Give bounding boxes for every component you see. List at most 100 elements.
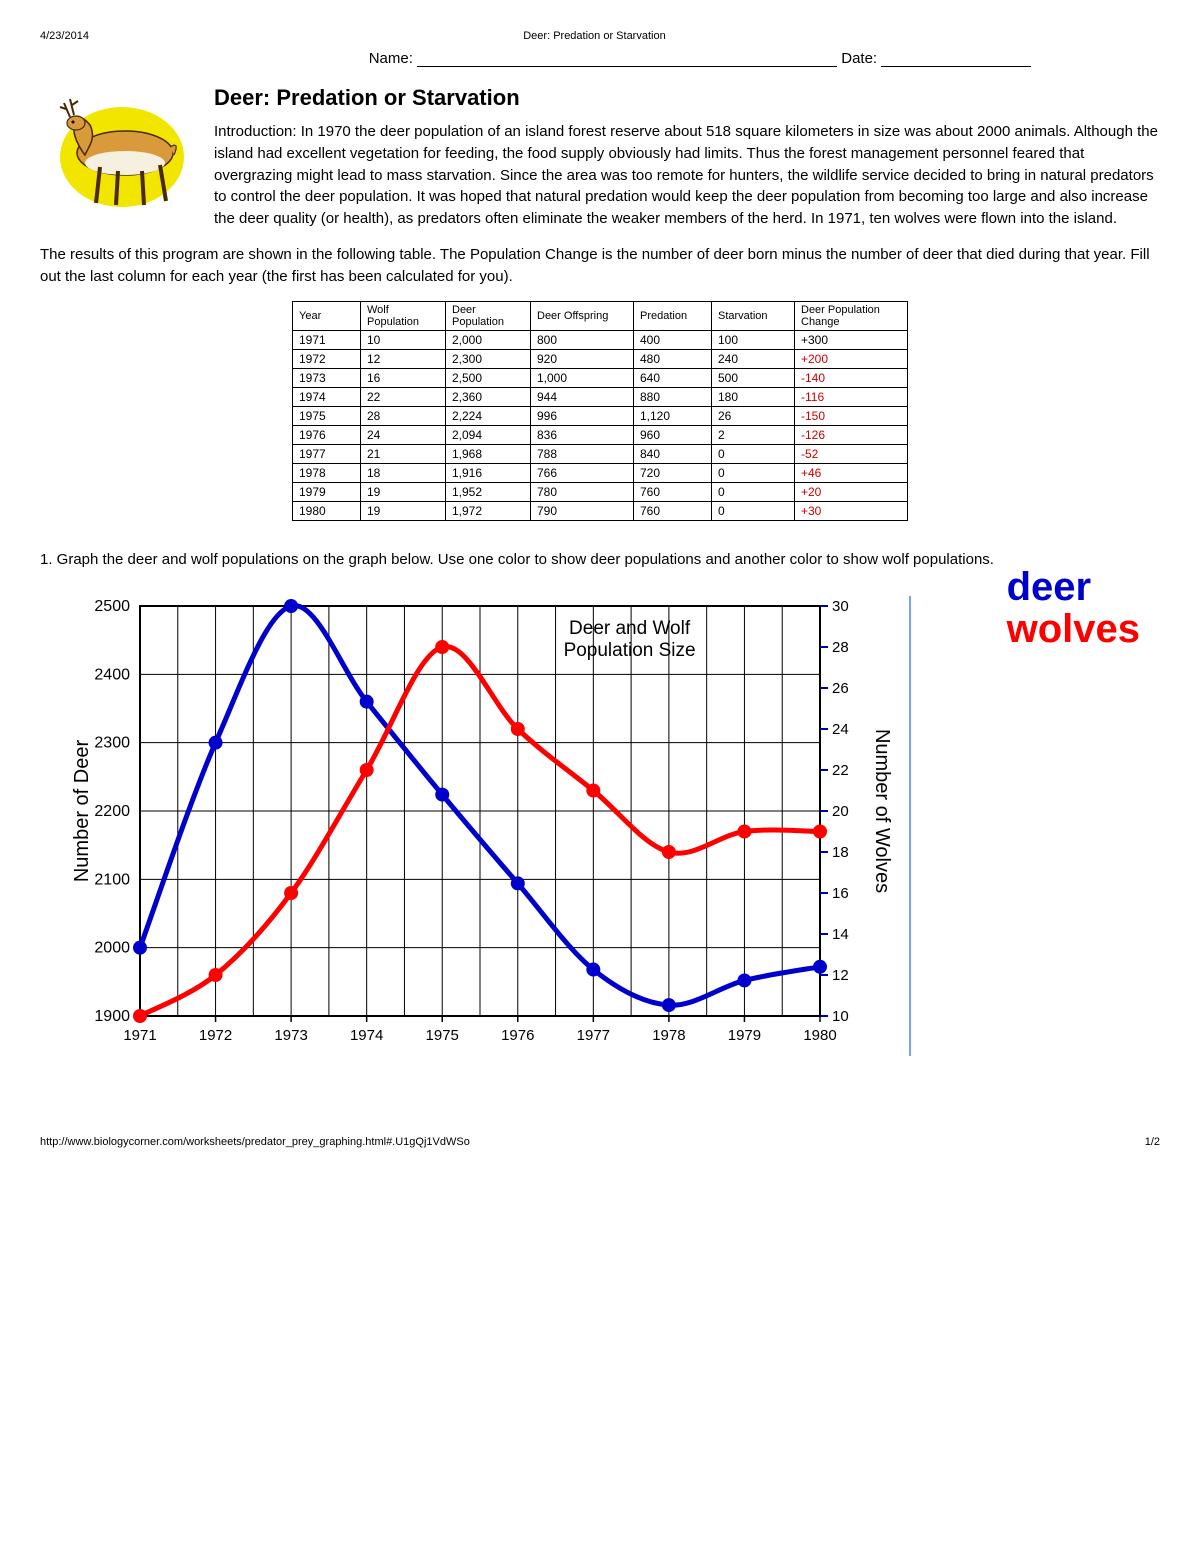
svg-text:2000: 2000 [94,940,130,957]
legend-wolves: wolves [1007,608,1140,650]
table-cell: 1,968 [446,445,531,464]
table-cell: 22 [361,388,446,407]
table-cell: 24 [361,426,446,445]
table-row: 1972122,300920480240+200 [293,350,908,369]
table-cell: +46 [795,464,908,483]
table-cell: 180 [712,388,795,407]
svg-text:30: 30 [832,598,849,615]
table-cell: 28 [361,407,446,426]
table-cell: 2,300 [446,350,531,369]
legend-deer: deer [1007,566,1140,608]
table-cell: 2,500 [446,369,531,388]
table-cell: 760 [634,502,712,521]
date-blank[interactable] [881,52,1031,67]
table-row: 1979191,9527807600+20 [293,483,908,502]
table-row: 1973162,5001,000640500-140 [293,369,908,388]
table-header: Year [293,302,361,331]
table-header: Deer Population Change [795,302,908,331]
name-date-line: Name: Date: [40,50,1160,67]
table-cell: 1978 [293,464,361,483]
svg-text:20: 20 [832,803,849,820]
svg-text:24: 24 [832,721,849,738]
date-label: Date: [841,50,877,67]
question-1: 1. Graph the deer and wolf populations o… [40,549,1160,570]
table-cell: 16 [361,369,446,388]
table-cell: 2,224 [446,407,531,426]
table-cell: +200 [795,350,908,369]
table-cell: -150 [795,407,908,426]
table-cell: 500 [712,369,795,388]
svg-text:2200: 2200 [94,803,130,820]
svg-text:1973: 1973 [274,1027,307,1044]
table-cell: 10 [361,331,446,350]
table-cell: 1,916 [446,464,531,483]
footer-url: http://www.biologycorner.com/worksheets/… [40,1136,470,1148]
print-date: 4/23/2014 [40,30,89,42]
table-cell: 760 [634,483,712,502]
table-cell: 996 [531,407,634,426]
svg-text:1971: 1971 [123,1027,156,1044]
table-cell: 1,120 [634,407,712,426]
table-cell: 1979 [293,483,361,502]
table-cell: -52 [795,445,908,464]
table-cell: -126 [795,426,908,445]
table-cell: 26 [712,407,795,426]
footer-page: 1/2 [1145,1136,1160,1148]
svg-text:1974: 1974 [350,1027,383,1044]
svg-text:14: 14 [832,926,849,943]
svg-text:2500: 2500 [94,598,130,615]
table-cell: +300 [795,331,908,350]
table-cell: 1,952 [446,483,531,502]
doc-title-small: Deer: Predation or Starvation [523,30,665,42]
table-cell: 788 [531,445,634,464]
svg-text:16: 16 [832,885,849,902]
table-cell: 944 [531,388,634,407]
svg-text:2400: 2400 [94,667,130,684]
table-cell: 18 [361,464,446,483]
table-row: 1971102,000800400100+300 [293,331,908,350]
table-row: 1980191,9727907600+30 [293,502,908,521]
table-cell: 880 [634,388,712,407]
table-header: Starvation [712,302,795,331]
table-cell: 1,972 [446,502,531,521]
spacer [1100,30,1160,42]
table-cell: 1974 [293,388,361,407]
svg-text:Number of Deer: Number of Deer [71,740,93,883]
table-cell: 0 [712,445,795,464]
table-cell: 21 [361,445,446,464]
svg-text:26: 26 [832,680,849,697]
table-cell: 1,000 [531,369,634,388]
table-cell: 920 [531,350,634,369]
svg-text:2300: 2300 [94,735,130,752]
table-cell: 0 [712,464,795,483]
table-row: 1975282,2249961,12026-150 [293,407,908,426]
table-cell: 1973 [293,369,361,388]
table-cell: 2,360 [446,388,531,407]
table-cell: -140 [795,369,908,388]
table-cell: 12 [361,350,446,369]
page-title: Deer: Predation or Starvation [214,85,1160,111]
table-header: Predation [634,302,712,331]
svg-text:1980: 1980 [803,1027,836,1044]
chart-svg: 1900200021002200230024002500101214161820… [60,596,940,1096]
table-header: Deer Population [446,302,531,331]
svg-text:Deer and Wolf: Deer and Wolf [569,618,691,639]
table-cell: 780 [531,483,634,502]
table-cell: 1971 [293,331,361,350]
table-cell: 19 [361,483,446,502]
table-row: 1974222,360944880180-116 [293,388,908,407]
name-blank[interactable] [417,52,837,67]
table-cell: 766 [531,464,634,483]
table-header: Wolf Population [361,302,446,331]
table-cell: 19 [361,502,446,521]
table-cell: 960 [634,426,712,445]
table-header: Deer Offspring [531,302,634,331]
table-cell: 1977 [293,445,361,464]
svg-text:2100: 2100 [94,872,130,889]
svg-text:Number of Wolves: Number of Wolves [871,729,893,893]
table-cell: 1980 [293,502,361,521]
table-cell: 836 [531,426,634,445]
name-label: Name: [369,50,413,67]
table-cell: 240 [712,350,795,369]
table-cell: 2 [712,426,795,445]
